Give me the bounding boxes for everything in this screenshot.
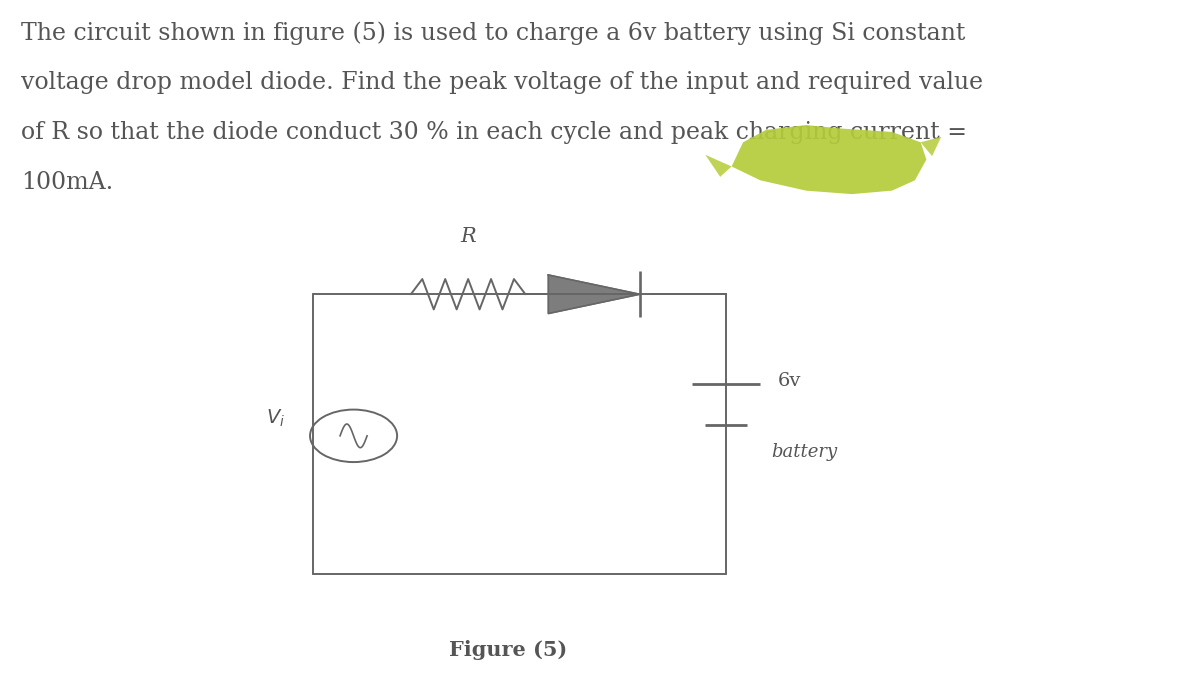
Text: voltage drop model diode. Find the peak voltage of the input and required value: voltage drop model diode. Find the peak … [22,71,984,94]
Polygon shape [732,125,926,194]
Text: R: R [461,227,476,246]
Text: 100mA.: 100mA. [22,171,114,194]
Polygon shape [920,137,941,156]
Text: battery: battery [772,442,838,461]
Polygon shape [706,154,732,177]
Text: of R so that the diode conduct 30 % in each cycle and peak charging current =: of R so that the diode conduct 30 % in e… [22,121,967,144]
Text: The circuit shown in figure (5) is used to charge a 6v battery using Si constant: The circuit shown in figure (5) is used … [22,22,966,45]
Text: Figure (5): Figure (5) [449,640,568,661]
Polygon shape [548,275,640,314]
Text: $V_i$: $V_i$ [265,408,284,429]
Text: 6v: 6v [778,372,800,389]
